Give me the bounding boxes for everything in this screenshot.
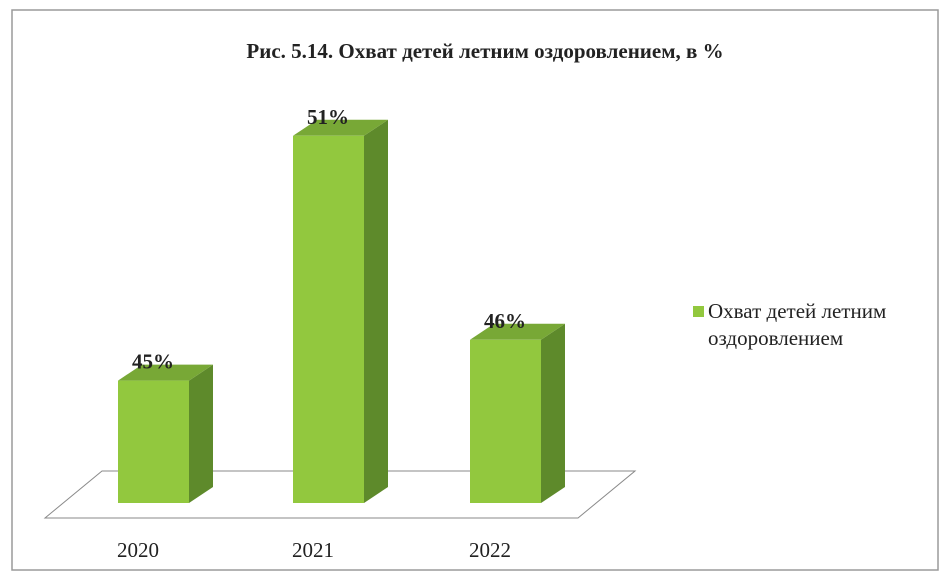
x-tick-label: 2020 (117, 538, 159, 562)
legend-label: Охват детей летним оздоровлением (708, 299, 887, 350)
bar (118, 380, 189, 503)
data-label: 45% (132, 350, 174, 374)
bar-top (118, 364, 213, 381)
x-tick-label: 2022 (469, 538, 511, 562)
bar-side (364, 119, 388, 504)
data-label: 51% (307, 105, 349, 129)
x-tick-label: 2021 (292, 538, 334, 562)
bar (293, 135, 364, 504)
chart-title: Рис. 5.14. Охват детей летним оздоровлен… (246, 39, 723, 63)
bar-top (470, 323, 565, 340)
bar (470, 339, 541, 503)
bar-side (189, 364, 213, 503)
legend-swatch (693, 306, 704, 317)
data-label: 46% (484, 309, 526, 333)
bar-top (293, 119, 388, 136)
bar-side (541, 323, 565, 503)
